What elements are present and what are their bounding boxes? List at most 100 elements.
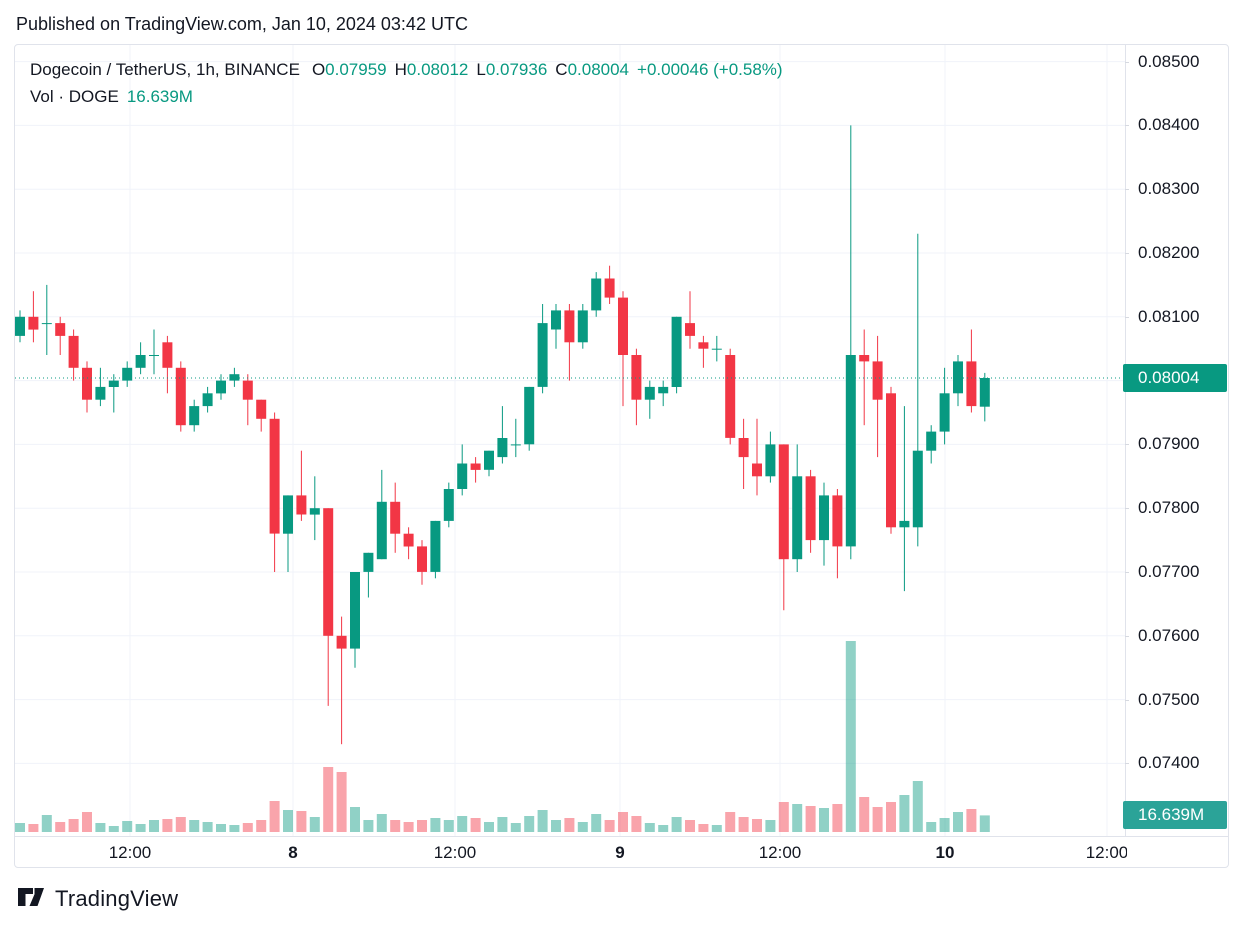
time-axis-border	[15, 836, 1228, 837]
volume-bar	[819, 808, 829, 832]
volume-bar	[738, 817, 749, 832]
volume-bar	[577, 822, 588, 832]
volume-bar	[591, 814, 602, 832]
volume-bar	[175, 817, 186, 832]
price-axis-tick	[1125, 508, 1129, 509]
current-volume-badge: 16.639M	[1123, 801, 1227, 829]
candle-body	[926, 431, 937, 451]
candle-body	[122, 367, 133, 381]
candle-body	[497, 438, 508, 458]
volume-bar	[242, 823, 253, 832]
candle-body	[939, 393, 950, 432]
candle-body	[296, 495, 307, 515]
volume-bar	[68, 819, 79, 832]
change-value: +0.00046 (+0.58%)	[637, 60, 783, 79]
price-axis-label: 0.08100	[1138, 307, 1200, 326]
volume-bar	[685, 820, 695, 832]
volume-bar	[939, 818, 950, 832]
price-axis-tick	[1125, 125, 1129, 126]
symbol-header: Dogecoin / TetherUS, 1h, BINANCE O0.07959…	[30, 60, 783, 107]
candle-body	[644, 386, 655, 400]
candlestick-chart[interactable]	[15, 45, 1125, 836]
volume-bar	[283, 810, 293, 832]
time-axis-label: 9	[615, 843, 625, 862]
candle-body	[162, 342, 173, 368]
candle-body	[564, 310, 575, 343]
candle-body	[604, 278, 615, 298]
candle-body	[175, 367, 186, 426]
tradingview-logo[interactable]: TradingView	[16, 884, 178, 914]
candle-body	[551, 310, 561, 330]
candle-body	[618, 297, 628, 355]
candle-body	[430, 520, 441, 572]
candle-body	[283, 495, 293, 534]
time-axis[interactable]: 12:00 8 12:00 9 12:00 10 12:00	[15, 837, 1127, 868]
candle-body	[872, 361, 883, 400]
volume-bar	[296, 811, 307, 832]
time-axis-label: 12:00	[758, 843, 802, 862]
volume-bar	[430, 818, 441, 832]
candle-body	[443, 489, 454, 521]
price-axis-label: 0.07800	[1138, 498, 1200, 517]
volume-bar	[350, 807, 360, 832]
volume-bar	[269, 801, 280, 832]
candle-body	[256, 399, 267, 419]
candle-body	[752, 463, 762, 477]
volume-bar	[149, 820, 159, 832]
volume-bar	[363, 820, 374, 832]
low-value: 0.07936	[485, 60, 548, 79]
volume-bar	[15, 823, 25, 832]
price-axis-tick	[1125, 700, 1129, 701]
time-axis-label: 12:00	[433, 843, 477, 862]
volume-value: 16.639M	[126, 87, 193, 106]
volume-bar	[55, 822, 66, 832]
price-axis-label: 0.07700	[1138, 562, 1200, 581]
price-axis-tick	[1125, 189, 1129, 190]
price-axis-tick	[1125, 444, 1129, 445]
volume-bar	[979, 815, 990, 832]
volume-bar	[390, 820, 401, 832]
close-label: C	[555, 60, 568, 79]
price-axis-label: 0.08200	[1138, 243, 1200, 262]
candle-body	[725, 355, 736, 438]
price-axis[interactable]: 0.08004 16.639M 0.08500 0.08400 0.08300 0.0…	[1123, 45, 1229, 836]
price-axis-tick	[1125, 636, 1129, 637]
volume-bar	[417, 820, 427, 832]
open-value: 0.07959	[325, 60, 387, 79]
candle-body	[792, 476, 803, 560]
published-line: Published on TradingView.com, Jan 10, 20…	[16, 14, 468, 34]
high-value: 0.08012	[406, 60, 469, 79]
price-axis-label: 0.07900	[1138, 434, 1200, 453]
volume-bar	[82, 812, 92, 832]
candle-body	[229, 374, 240, 381]
volume-bar	[604, 820, 615, 832]
candle-body	[819, 495, 829, 541]
candle-body	[845, 355, 856, 547]
candle-body	[524, 386, 535, 445]
volume-bar	[403, 822, 414, 832]
tradingview-logo-text: TradingView	[55, 886, 179, 911]
candle-body	[738, 438, 749, 458]
candle-body	[135, 355, 146, 368]
time-axis-label: 12:00	[108, 843, 152, 862]
volume-bar	[202, 822, 213, 832]
volume-bar	[725, 812, 736, 832]
chart-widget	[14, 44, 1229, 868]
candle-body	[82, 367, 92, 400]
price-axis-label: 0.07400	[1138, 753, 1200, 772]
time-axis-label: 10	[935, 843, 955, 862]
volume-bar	[443, 820, 454, 832]
candle-body	[711, 348, 722, 350]
candle-body	[859, 355, 870, 362]
volume-bar	[216, 824, 226, 832]
price-axis-label: 0.07500	[1138, 690, 1200, 709]
candle-body	[390, 501, 401, 534]
volume-bar	[792, 804, 803, 832]
candle-body	[350, 572, 360, 649]
candle-body	[202, 393, 213, 407]
volume-bar	[162, 819, 173, 832]
volume-bar	[618, 812, 628, 832]
volume-bar	[752, 819, 762, 832]
volume-bar	[537, 810, 548, 832]
candle-body	[577, 310, 588, 343]
